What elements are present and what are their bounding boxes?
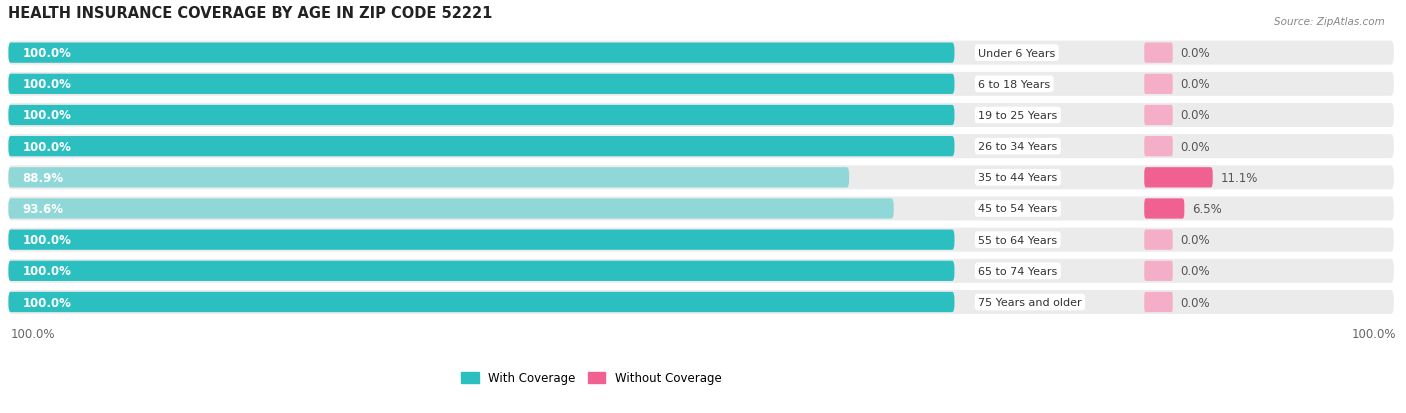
Text: Under 6 Years: Under 6 Years	[979, 48, 1056, 59]
Text: 11.1%: 11.1%	[1220, 171, 1258, 184]
FancyBboxPatch shape	[8, 74, 955, 95]
Text: 45 to 54 Years: 45 to 54 Years	[979, 204, 1057, 214]
FancyBboxPatch shape	[8, 42, 1393, 66]
FancyBboxPatch shape	[8, 73, 1393, 97]
Text: 0.0%: 0.0%	[1180, 296, 1211, 309]
Text: 75 Years and older: 75 Years and older	[979, 297, 1081, 307]
Text: 6 to 18 Years: 6 to 18 Years	[979, 80, 1050, 90]
FancyBboxPatch shape	[8, 292, 955, 312]
FancyBboxPatch shape	[1144, 137, 1173, 157]
Text: 0.0%: 0.0%	[1180, 109, 1211, 122]
FancyBboxPatch shape	[8, 230, 955, 250]
FancyBboxPatch shape	[8, 106, 955, 126]
Text: 88.9%: 88.9%	[22, 171, 63, 184]
FancyBboxPatch shape	[1144, 230, 1173, 250]
FancyBboxPatch shape	[1144, 106, 1173, 126]
FancyBboxPatch shape	[1144, 199, 1184, 219]
Text: 55 to 64 Years: 55 to 64 Years	[979, 235, 1057, 245]
FancyBboxPatch shape	[1144, 43, 1173, 64]
FancyBboxPatch shape	[8, 135, 1393, 159]
FancyBboxPatch shape	[8, 228, 1393, 252]
Text: 6.5%: 6.5%	[1192, 202, 1222, 216]
Text: 100.0%: 100.0%	[22, 265, 72, 278]
Text: 19 to 25 Years: 19 to 25 Years	[979, 111, 1057, 121]
Text: 35 to 44 Years: 35 to 44 Years	[979, 173, 1057, 183]
FancyBboxPatch shape	[8, 168, 849, 188]
FancyBboxPatch shape	[8, 199, 894, 219]
Text: 100.0%: 100.0%	[1351, 327, 1396, 340]
Text: 65 to 74 Years: 65 to 74 Years	[979, 266, 1057, 276]
FancyBboxPatch shape	[8, 137, 955, 157]
Text: 100.0%: 100.0%	[22, 109, 72, 122]
Text: 100.0%: 100.0%	[22, 47, 72, 60]
Text: 100.0%: 100.0%	[22, 78, 72, 91]
Text: Source: ZipAtlas.com: Source: ZipAtlas.com	[1274, 17, 1385, 26]
Text: 100.0%: 100.0%	[10, 327, 55, 340]
FancyBboxPatch shape	[8, 259, 1393, 283]
FancyBboxPatch shape	[1144, 292, 1173, 312]
FancyBboxPatch shape	[8, 104, 1393, 128]
Text: 0.0%: 0.0%	[1180, 78, 1211, 91]
FancyBboxPatch shape	[1144, 74, 1173, 95]
Text: 0.0%: 0.0%	[1180, 140, 1211, 153]
FancyBboxPatch shape	[8, 166, 1393, 190]
Text: 100.0%: 100.0%	[22, 140, 72, 153]
Text: 0.0%: 0.0%	[1180, 47, 1211, 60]
Text: 93.6%: 93.6%	[22, 202, 63, 216]
Text: 100.0%: 100.0%	[22, 234, 72, 247]
FancyBboxPatch shape	[8, 290, 1393, 314]
Legend: With Coverage, Without Coverage: With Coverage, Without Coverage	[457, 367, 727, 389]
FancyBboxPatch shape	[1144, 168, 1213, 188]
FancyBboxPatch shape	[8, 197, 1393, 221]
Text: 0.0%: 0.0%	[1180, 265, 1211, 278]
Text: 100.0%: 100.0%	[22, 296, 72, 309]
Text: 26 to 34 Years: 26 to 34 Years	[979, 142, 1057, 152]
FancyBboxPatch shape	[8, 261, 955, 281]
Text: HEALTH INSURANCE COVERAGE BY AGE IN ZIP CODE 52221: HEALTH INSURANCE COVERAGE BY AGE IN ZIP …	[8, 6, 492, 21]
FancyBboxPatch shape	[8, 43, 955, 64]
FancyBboxPatch shape	[1144, 261, 1173, 281]
Text: 0.0%: 0.0%	[1180, 234, 1211, 247]
